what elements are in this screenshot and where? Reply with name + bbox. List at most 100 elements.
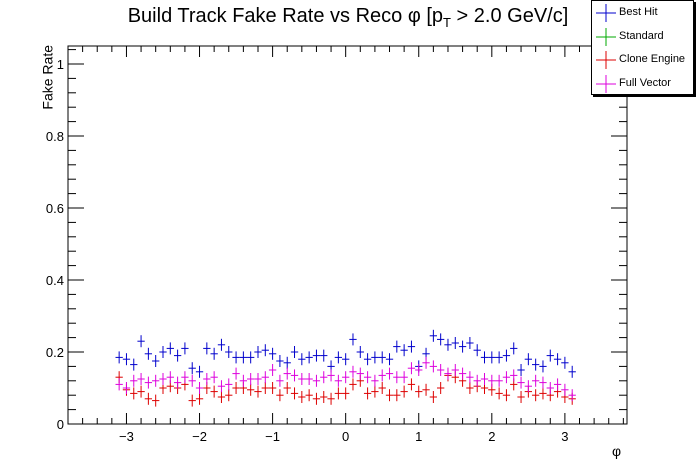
x-tick-label: 3 <box>561 429 568 444</box>
data-point <box>458 340 467 353</box>
data-point <box>561 383 569 396</box>
data-point <box>349 365 357 378</box>
data-point <box>385 367 394 380</box>
data-point <box>334 374 343 387</box>
y-tick-label: 0 <box>57 417 64 432</box>
data-point <box>122 353 131 366</box>
data-point <box>415 385 423 398</box>
data-point <box>546 382 554 394</box>
data-point <box>429 329 438 342</box>
data-point <box>137 373 145 385</box>
data-point <box>217 380 226 393</box>
data-point <box>502 371 511 384</box>
x-tick-label: 0 <box>342 429 349 444</box>
data-point <box>363 353 372 366</box>
data-point <box>342 353 350 366</box>
data-point <box>378 382 386 394</box>
data-point <box>378 351 386 364</box>
data-point <box>217 338 226 351</box>
data-point <box>254 385 262 398</box>
data-point <box>451 337 459 349</box>
x-tick-label: −2 <box>192 429 207 444</box>
data-point <box>283 367 291 380</box>
data-point <box>166 342 174 355</box>
data-point <box>400 385 408 398</box>
data-point <box>371 374 379 387</box>
data-point <box>517 376 525 389</box>
data-point <box>517 391 525 403</box>
legend-label-best-hit: Best Hit <box>619 6 658 18</box>
data-point <box>363 387 372 400</box>
data-point <box>466 371 474 384</box>
legend-marker-clone-engine <box>596 51 616 69</box>
data-point <box>144 376 153 389</box>
data-point <box>261 371 269 384</box>
data-point <box>444 338 452 351</box>
data-point <box>407 378 416 391</box>
data-point <box>407 362 416 375</box>
data-point <box>276 355 284 367</box>
data-point <box>568 389 576 402</box>
data-point <box>173 349 182 362</box>
data-point <box>137 335 145 348</box>
data-point <box>334 351 343 364</box>
data-point <box>247 373 255 385</box>
data-point <box>195 382 204 394</box>
data-point <box>473 374 481 387</box>
data-point <box>188 362 196 375</box>
data-point <box>283 382 291 394</box>
data-point <box>122 382 131 394</box>
data-point <box>173 376 182 389</box>
data-point <box>305 373 313 385</box>
data-point <box>188 394 196 407</box>
data-point <box>539 376 547 389</box>
x-tick-label: 1 <box>415 429 422 444</box>
y-axis-label-text: Fake Rate <box>40 45 56 110</box>
data-point <box>429 391 438 403</box>
data-point <box>210 371 218 384</box>
data-point <box>312 392 321 405</box>
data-point <box>261 382 269 394</box>
data-point <box>276 374 284 387</box>
data-point <box>400 344 408 357</box>
data-point <box>444 367 452 380</box>
x-axis-label: φ <box>612 443 622 459</box>
data-point <box>195 365 204 378</box>
data-point <box>561 356 569 369</box>
data-point <box>312 374 321 387</box>
y-tick-label: 1 <box>57 57 64 72</box>
data-point <box>166 371 174 384</box>
data-point <box>488 351 496 364</box>
data-point <box>349 378 357 391</box>
title-subscript: T <box>443 15 451 30</box>
legend-label-full-vector: Full Vector <box>619 77 671 89</box>
data-point <box>239 351 248 364</box>
legend-marker-full-vector <box>596 75 616 93</box>
data-point <box>247 351 255 364</box>
data-point <box>400 371 408 384</box>
data-point <box>298 373 306 385</box>
data-point <box>152 374 160 387</box>
legend-label-clone-engine: Clone Engine <box>619 53 686 65</box>
data-point <box>276 389 284 402</box>
data-point <box>268 382 277 394</box>
data-point <box>130 358 138 371</box>
legend-item-best-hit: Best Hit <box>592 1 693 25</box>
data-point <box>510 342 518 355</box>
data-point <box>195 392 204 405</box>
data-point <box>225 389 233 402</box>
data-point <box>539 387 547 400</box>
data-point <box>378 369 386 382</box>
data-point <box>415 364 423 376</box>
data-point <box>532 358 540 371</box>
chart-title: Build Track Fake Rate vs Reco φ [pT > 2.… <box>0 5 696 30</box>
data-point <box>437 364 445 376</box>
data-point <box>232 367 240 380</box>
x-tick-label: 2 <box>488 429 495 444</box>
data-point <box>532 389 540 402</box>
data-point <box>342 387 350 400</box>
title-main: Build Track Fake Rate vs Reco φ [p <box>127 5 444 27</box>
data-point <box>152 394 160 407</box>
legend-label-standard: Standard <box>619 30 664 42</box>
data-point <box>393 340 401 353</box>
